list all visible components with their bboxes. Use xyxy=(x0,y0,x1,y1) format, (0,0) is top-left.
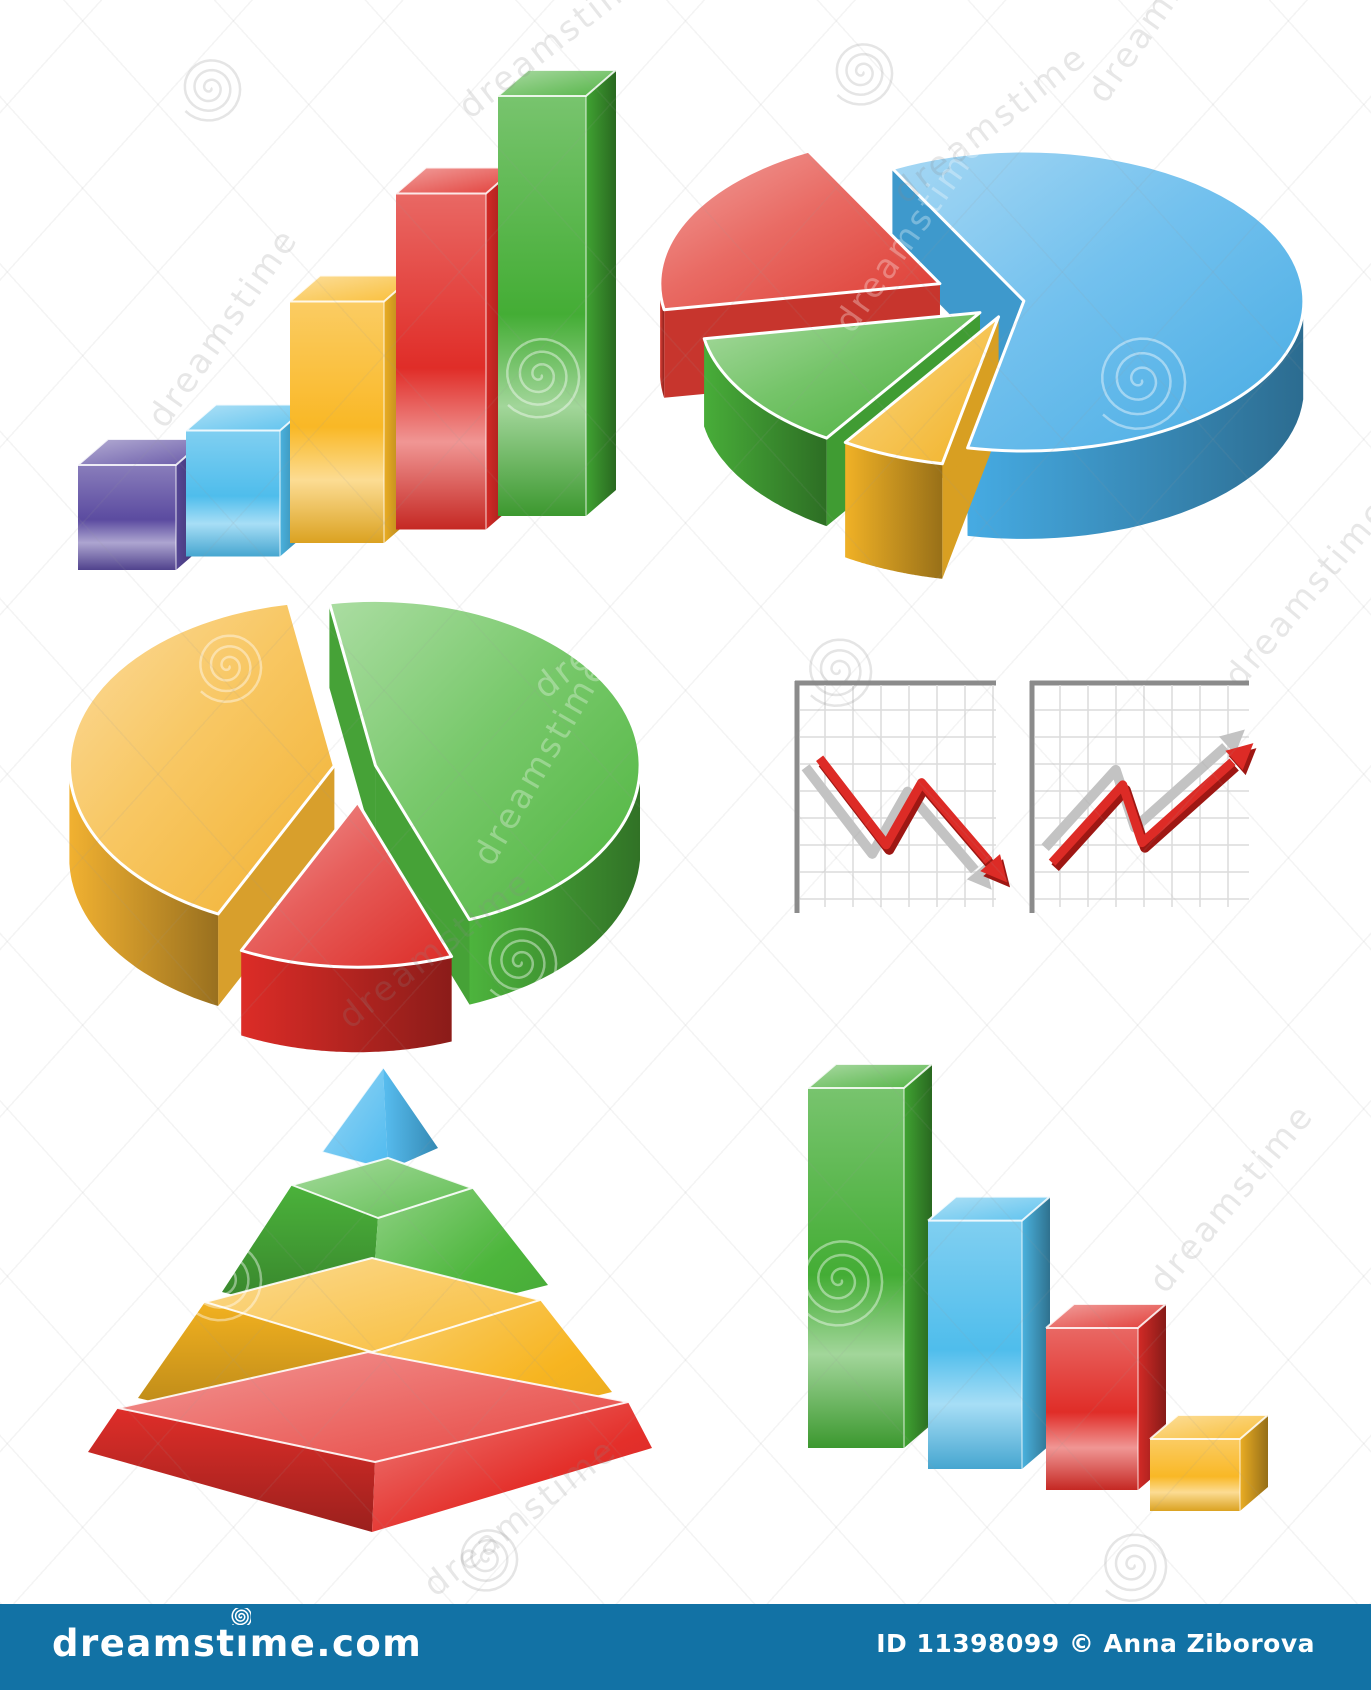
watermark-text: dreamstime xyxy=(1141,1096,1322,1301)
watermark-spiral-icon xyxy=(460,1529,519,1592)
watermark-text: dreamstime xyxy=(526,531,735,707)
watermark-spiral-icon xyxy=(835,43,894,106)
watermark-spiral-icon xyxy=(488,927,558,1003)
image-credit: ID 11398099 © Anna Ziborova xyxy=(876,1628,1315,1658)
pie-chart-exploded xyxy=(658,149,1306,579)
watermark-spiral-icon xyxy=(1101,337,1187,430)
watermark-spiral-icon xyxy=(1104,1533,1168,1602)
line-chart-declining xyxy=(794,680,1011,913)
bar-chart-ascending xyxy=(77,69,619,570)
watermark-text: dreamstime xyxy=(140,220,307,435)
watermark-spiral-icon xyxy=(199,634,263,703)
watermark-text: dreamstime xyxy=(1216,491,1371,696)
watermark-spiral-icon xyxy=(803,1240,884,1327)
charts-illustration: dreamstime dreamstime dreamstime dreamstime… xyxy=(67,0,1371,1604)
watermark-text: dreamstime xyxy=(1080,0,1247,110)
footer-bar: dreamst ıme.com ID 11398099 © Anna Ziboro… xyxy=(0,1604,1371,1690)
watermark-spiral-icon xyxy=(183,59,242,122)
watermark-spiral-icon xyxy=(506,337,581,419)
pie-chart-two-tone xyxy=(67,598,642,1053)
logo-text-i: ı xyxy=(235,1621,250,1665)
logo-spiral-icon xyxy=(231,1607,251,1625)
logo-text-suffix: me.com xyxy=(249,1621,423,1665)
watermark-spiral-icon xyxy=(188,1240,263,1322)
bar-chart-descending xyxy=(807,1063,1271,1511)
logo-text-prefix: dreamst xyxy=(52,1621,236,1665)
pyramid-chart xyxy=(88,1067,652,1532)
line-chart-rising xyxy=(1029,680,1257,913)
watermark-spiral-icon xyxy=(809,638,873,707)
dreamstime-logo: dreamst ıme.com xyxy=(52,1607,423,1665)
